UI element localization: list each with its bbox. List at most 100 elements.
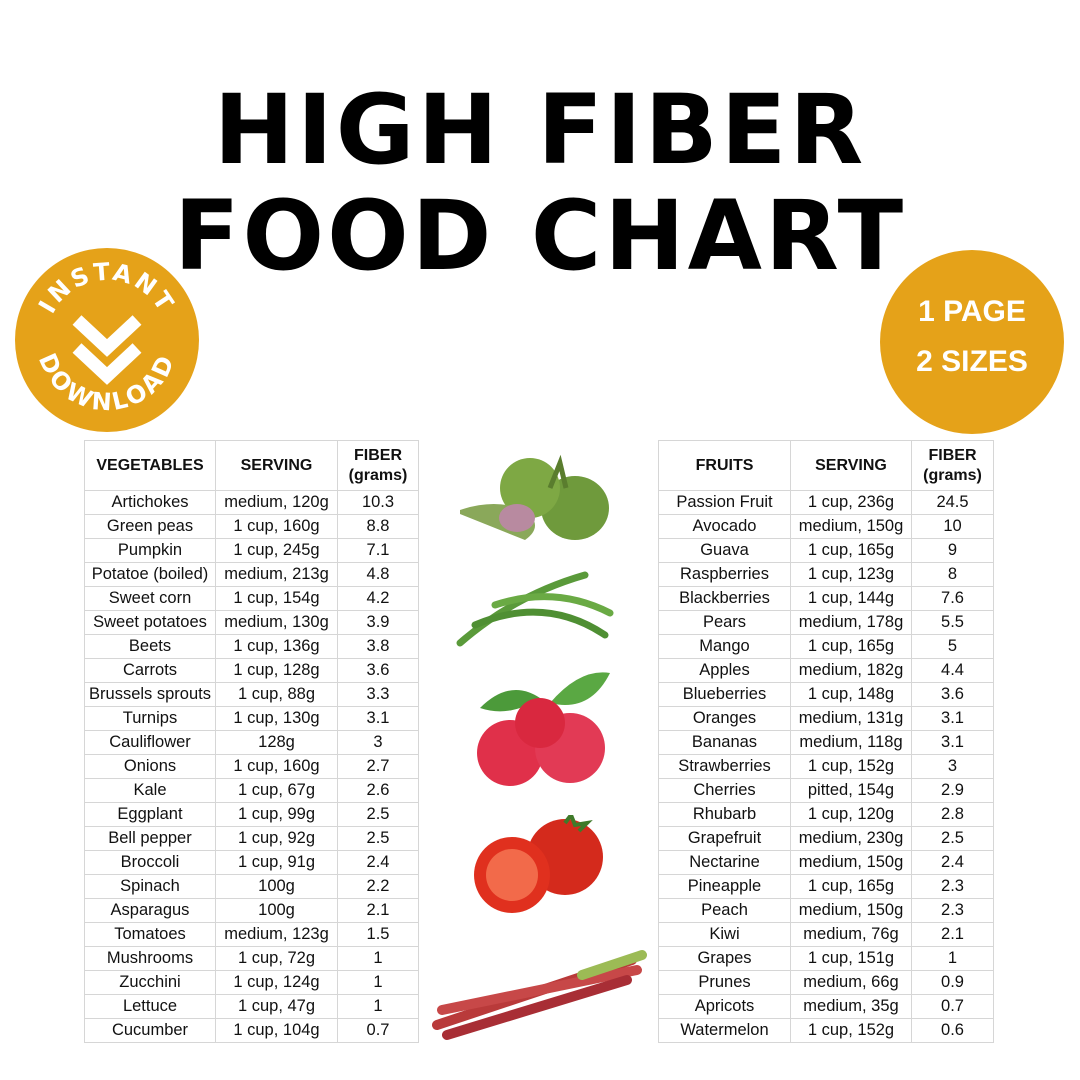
fiber-cell: 3.1 — [911, 706, 994, 731]
table-row: Cucumber 1 cup, 104g 0.7 — [84, 1018, 419, 1043]
serving-cell: medium, 131g — [790, 706, 912, 731]
food-name-cell: Oranges — [658, 706, 791, 731]
fiber-cell: 1 — [911, 946, 994, 971]
green-beans-image — [456, 571, 614, 647]
table-row: Potatoe (boiled) medium, 213g 4.8 — [84, 562, 419, 587]
food-name-cell: Peach — [658, 898, 791, 923]
fiber-cell: 8.8 — [337, 514, 419, 539]
table-row: Cherries pitted, 154g 2.9 — [658, 778, 994, 803]
food-name-cell: Beets — [84, 634, 216, 659]
table-row: Green peas 1 cup, 160g 8.8 — [84, 514, 419, 539]
food-name-cell: Grapefruit — [658, 826, 791, 851]
serving-cell: 1 cup, 144g — [790, 586, 912, 611]
fiber-cell: 3.6 — [911, 682, 994, 707]
table-row: Kale 1 cup, 67g 2.6 — [84, 778, 419, 803]
fiber-cell: 3.6 — [337, 658, 419, 683]
instant-download-badge: INSTANT DOWNLOAD — [15, 248, 199, 432]
fiber-cell: 4.8 — [337, 562, 419, 587]
fiber-cell: 4.4 — [911, 658, 994, 683]
serving-cell: 1 cup, 88g — [215, 682, 338, 707]
fiber-cell: 4.2 — [337, 586, 419, 611]
serving-cell: 1 cup, 67g — [215, 778, 338, 803]
header-fiber: FIBER (grams) — [911, 440, 994, 491]
food-name-cell: Lettuce — [84, 994, 216, 1019]
table-row: Strawberries 1 cup, 152g 3 — [658, 754, 994, 779]
food-name-cell: Mushrooms — [84, 946, 216, 971]
table-row: Cauliflower 128g 3 — [84, 730, 419, 755]
table-row: Mango 1 cup, 165g 5 — [658, 634, 994, 659]
food-name-cell: Guava — [658, 538, 791, 563]
table-row: Artichokes medium, 120g 10.3 — [84, 490, 419, 515]
table-row: Zucchini 1 cup, 124g 1 — [84, 970, 419, 995]
fiber-cell: 2.7 — [337, 754, 419, 779]
serving-cell: medium, 230g — [790, 826, 912, 851]
serving-cell: 1 cup, 136g — [215, 634, 338, 659]
header-fiber: FIBER (grams) — [337, 440, 419, 491]
fiber-cell: 3.1 — [337, 706, 419, 731]
food-name-cell: Pears — [658, 610, 791, 635]
food-name-cell: Pumpkin — [84, 538, 216, 563]
serving-cell: medium, 35g — [790, 994, 912, 1019]
title-line-2: FOOD CHART — [173, 180, 907, 292]
food-name-cell: Blueberries — [658, 682, 791, 707]
table-row: Raspberries 1 cup, 123g 8 — [658, 562, 994, 587]
fiber-cell: 0.7 — [911, 994, 994, 1019]
food-name-cell: Eggplant — [84, 802, 216, 827]
fiber-cell: 3.8 — [337, 634, 419, 659]
serving-cell: 1 cup, 151g — [790, 946, 912, 971]
badge-instant-text: INSTANT — [33, 258, 177, 318]
serving-cell: 1 cup, 165g — [790, 634, 912, 659]
food-name-cell: Cauliflower — [84, 730, 216, 755]
fiber-cell: 2.4 — [337, 850, 419, 875]
table-row: Guava 1 cup, 165g 9 — [658, 538, 994, 563]
fiber-cell: 5.5 — [911, 610, 994, 635]
table-row: Passion Fruit 1 cup, 236g 24.5 — [658, 490, 994, 515]
serving-cell: medium, 178g — [790, 610, 912, 635]
table-row: Beets 1 cup, 136g 3.8 — [84, 634, 419, 659]
table-row: Turnips 1 cup, 130g 3.1 — [84, 706, 419, 731]
food-name-cell: Strawberries — [658, 754, 791, 779]
food-name-cell: Zucchini — [84, 970, 216, 995]
food-name-cell: Spinach — [84, 874, 216, 899]
serving-cell: 100g — [215, 874, 338, 899]
header-serving: SERVING — [215, 440, 338, 491]
serving-cell: 1 cup, 152g — [790, 1018, 912, 1043]
table-row: Blueberries 1 cup, 148g 3.6 — [658, 682, 994, 707]
title-line-1: HIGH FIBER — [213, 74, 867, 186]
fiber-cell: 2.3 — [911, 874, 994, 899]
badge-pages-text: 1 PAGE — [918, 295, 1026, 328]
fruits-table: FRUITS SERVING FIBER (grams) Passion Frui… — [658, 440, 994, 1043]
serving-cell: 1 cup, 47g — [215, 994, 338, 1019]
table-row: Spinach 100g 2.2 — [84, 874, 419, 899]
fiber-cell: 2.3 — [911, 898, 994, 923]
fiber-cell: 10 — [911, 514, 994, 539]
serving-cell: medium, 150g — [790, 514, 912, 539]
food-name-cell: Raspberries — [658, 562, 791, 587]
food-name-cell: Sweet potatoes — [84, 610, 216, 635]
food-name-cell: Rhubarb — [658, 802, 791, 827]
fiber-cell: 1 — [337, 994, 419, 1019]
table-row: Carrots 1 cup, 128g 3.6 — [84, 658, 419, 683]
fiber-cell: 3.3 — [337, 682, 419, 707]
fiber-cell: 9 — [911, 538, 994, 563]
serving-cell: medium, 120g — [215, 490, 338, 515]
serving-cell: 1 cup, 128g — [215, 658, 338, 683]
fiber-cell: 2.5 — [337, 826, 419, 851]
vegetables-table: VEGETABLES SERVING FIBER (grams) Artichok… — [84, 440, 419, 1043]
fiber-cell: 2.1 — [911, 922, 994, 947]
food-name-cell: Kiwi — [658, 922, 791, 947]
fiber-cell: 0.9 — [911, 970, 994, 995]
table-row: Nectarine medium, 150g 2.4 — [658, 850, 994, 875]
serving-cell: 1 cup, 160g — [215, 754, 338, 779]
food-name-cell: Potatoe (boiled) — [84, 562, 216, 587]
serving-cell: medium, 150g — [790, 850, 912, 875]
table-row: Eggplant 1 cup, 99g 2.5 — [84, 802, 419, 827]
serving-cell: pitted, 154g — [790, 778, 912, 803]
food-name-cell: Sweet corn — [84, 586, 216, 611]
food-name-cell: Cucumber — [84, 1018, 216, 1043]
serving-cell: 1 cup, 72g — [215, 946, 338, 971]
table-row: Avocado medium, 150g 10 — [658, 514, 994, 539]
svg-text:INSTANT: INSTANT — [33, 258, 180, 318]
food-name-cell: Avocado — [658, 514, 791, 539]
table-row: Bananas medium, 118g 3.1 — [658, 730, 994, 755]
